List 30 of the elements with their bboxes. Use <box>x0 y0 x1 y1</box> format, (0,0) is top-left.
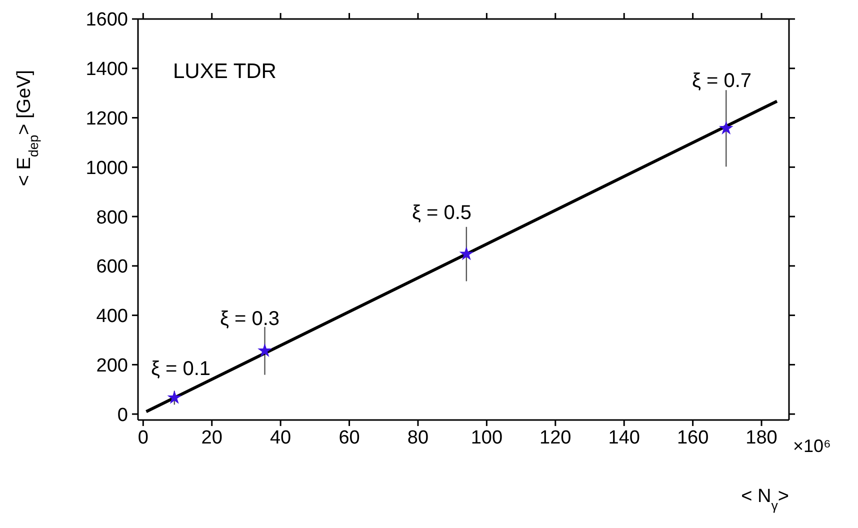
x-tick-label: 160 <box>676 427 709 448</box>
y-tick-label: 600 <box>96 256 128 278</box>
x-tick-label: 120 <box>540 427 572 448</box>
x-axis-title: < N$_{γ}$> <box>741 486 789 512</box>
y-tick-label: 1000 <box>86 158 128 179</box>
point <box>459 246 474 260</box>
point <box>718 120 734 134</box>
x-tick-label: 100 <box>470 427 503 448</box>
annotation: LUXE TDR <box>173 60 276 84</box>
y-tick-label: 800 <box>96 207 128 228</box>
y-tick-label: 1400 <box>86 59 128 80</box>
x-tick-label: 40 <box>270 427 292 448</box>
annotation: ξ = 0.5 <box>412 202 472 225</box>
x-tick-label: 20 <box>201 427 222 448</box>
annotation: ξ = 0.1 <box>151 358 211 381</box>
y-tick-label: 1200 <box>86 108 128 130</box>
x-tick-label: 60 <box>338 427 360 448</box>
x-tick-label: 80 <box>407 427 429 448</box>
y-tick-label: 0 <box>117 404 128 426</box>
annotation: ξ = 0.3 <box>220 308 280 331</box>
x-tick-label: 180 <box>746 427 778 448</box>
x-tick-label: 0 <box>138 427 148 448</box>
y-tick-label: 200 <box>96 355 128 376</box>
point <box>258 343 272 357</box>
y-tick-label: 400 <box>96 306 128 328</box>
y-tick-label: 1600 <box>86 10 128 31</box>
point <box>167 390 182 404</box>
annotation: ξ = 0.7 <box>692 70 752 93</box>
text: ×10⁶ <box>793 436 831 457</box>
x-tick-label: 140 <box>608 427 640 448</box>
